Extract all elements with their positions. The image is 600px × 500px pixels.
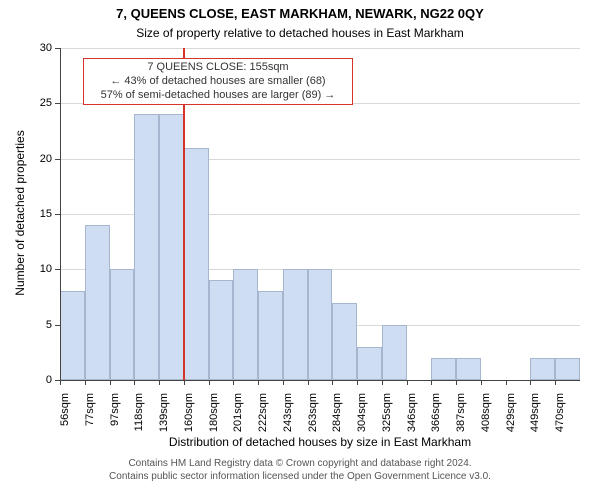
attribution-line-1: Contains HM Land Registry data © Crown c… bbox=[0, 458, 600, 471]
figure-root: { "title_main": "7, QUEENS CLOSE, EAST M… bbox=[0, 0, 600, 500]
histogram-bar bbox=[456, 358, 481, 380]
ytick-label: 5 bbox=[22, 319, 52, 331]
title-main: 7, QUEENS CLOSE, EAST MARKHAM, NEWARK, N… bbox=[0, 6, 600, 21]
histogram-bar bbox=[60, 291, 85, 380]
xtick-label: 201sqm bbox=[232, 393, 244, 448]
xtick-label: 346sqm bbox=[406, 393, 418, 448]
ytick-label: 30 bbox=[22, 42, 52, 54]
xtick-label: 180sqm bbox=[208, 393, 220, 448]
callout-line-3: 57% of semi-detached houses are larger (… bbox=[88, 89, 348, 103]
ytick-label: 10 bbox=[22, 263, 52, 275]
xtick-label: 56sqm bbox=[59, 393, 71, 448]
xtick-label: 429sqm bbox=[505, 393, 517, 448]
histogram-bar bbox=[134, 114, 159, 380]
y-axis-line bbox=[60, 48, 61, 380]
xtick-label: 118sqm bbox=[133, 393, 145, 448]
callout-line-2: ← 43% of detached houses are smaller (68… bbox=[88, 75, 348, 89]
attribution-line-2: Contains public sector information licen… bbox=[0, 471, 600, 484]
xtick-label: 304sqm bbox=[356, 393, 368, 448]
title-sub: Size of property relative to detached ho… bbox=[0, 26, 600, 40]
x-axis-line bbox=[60, 380, 580, 381]
xtick-label: 470sqm bbox=[554, 393, 566, 448]
ytick-label: 25 bbox=[22, 97, 52, 109]
histogram-bar bbox=[332, 303, 357, 380]
xtick-label: 77sqm bbox=[84, 393, 96, 448]
xtick-label: 387sqm bbox=[455, 393, 467, 448]
xtick-label: 139sqm bbox=[158, 393, 170, 448]
histogram-bar bbox=[209, 280, 234, 380]
xtick-label: 284sqm bbox=[331, 393, 343, 448]
attribution: Contains HM Land Registry data © Crown c… bbox=[0, 458, 600, 483]
ytick-label: 0 bbox=[22, 374, 52, 386]
xtick-label: 160sqm bbox=[183, 393, 195, 448]
histogram-bar bbox=[258, 291, 283, 380]
xtick-label: 449sqm bbox=[529, 393, 541, 448]
xtick-label: 263sqm bbox=[307, 393, 319, 448]
histogram-bar bbox=[159, 114, 184, 380]
ytick-label: 15 bbox=[22, 208, 52, 220]
xtick-label: 97sqm bbox=[109, 393, 121, 448]
histogram-bar bbox=[382, 325, 407, 380]
histogram-bar bbox=[431, 358, 456, 380]
callout-box: 7 QUEENS CLOSE: 155sqm ← 43% of detached… bbox=[83, 58, 353, 105]
histogram-bar bbox=[308, 269, 333, 380]
histogram-bar bbox=[555, 358, 580, 380]
xtick-label: 222sqm bbox=[257, 393, 269, 448]
histogram-bar bbox=[357, 347, 382, 380]
grid-line bbox=[60, 48, 580, 49]
histogram-bar bbox=[233, 269, 258, 380]
histogram-bar bbox=[184, 148, 209, 380]
xtick-label: 366sqm bbox=[430, 393, 442, 448]
ytick-label: 20 bbox=[22, 153, 52, 165]
xtick-label: 408sqm bbox=[480, 393, 492, 448]
xtick-label: 325sqm bbox=[381, 393, 393, 448]
histogram-bar bbox=[110, 269, 135, 380]
callout-line-1: 7 QUEENS CLOSE: 155sqm bbox=[88, 61, 348, 75]
histogram-bar bbox=[85, 225, 110, 380]
histogram-bar bbox=[283, 269, 308, 380]
xtick-label: 243sqm bbox=[282, 393, 294, 448]
histogram-bar bbox=[530, 358, 555, 380]
